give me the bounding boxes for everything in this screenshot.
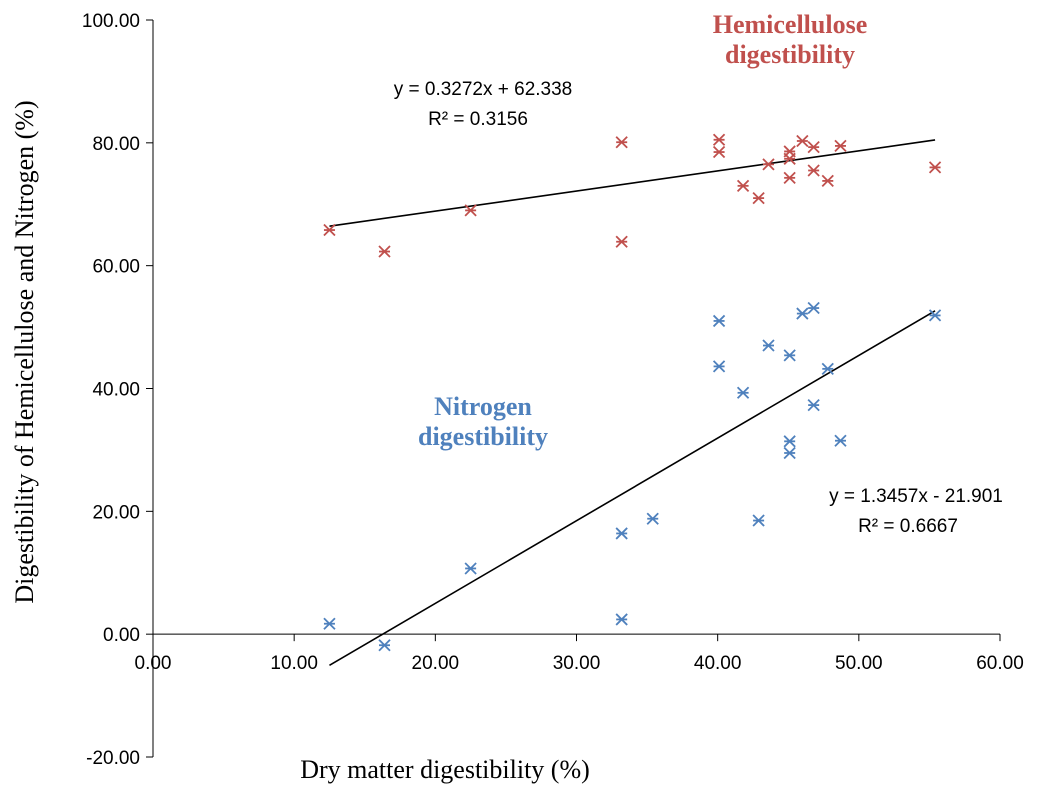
point-hemicellulose	[807, 164, 820, 177]
point-hemicellulose	[834, 139, 847, 153]
x-tick-label: 50.00	[835, 653, 883, 674]
point-hemicellulose	[752, 191, 765, 205]
point-hemicellulose	[783, 152, 796, 165]
x-axis-title: Dry matter digestibility (%)	[300, 755, 590, 784]
series-label-nitrogen: Nitrogen digestibility	[418, 392, 548, 451]
point-hemicellulose	[378, 245, 391, 258]
trendline-equation-hemicellulose: y = 0.3272x + 62.338	[394, 79, 573, 100]
point-nitrogen	[712, 314, 726, 328]
annotations: Hemicellulose digestibility y = 0.3272x + …	[394, 10, 1003, 537]
point-hemicellulose	[821, 174, 834, 188]
trendline-r2-hemicellulose: R² = 0.3156	[428, 109, 528, 130]
point-nitrogen	[807, 398, 820, 412]
y-tick-label: 80.00	[92, 134, 140, 155]
x-tick-label: 10.00	[270, 653, 318, 674]
point-nitrogen	[762, 339, 775, 352]
point-hemicellulose	[615, 235, 628, 248]
point-nitrogen	[615, 613, 628, 626]
point-hemicellulose	[712, 133, 726, 146]
x-axis-ticks: 0.00 10.00 20.00 30.00 40.00 50.00 60.00	[135, 634, 1024, 674]
x-tick-label: 20.00	[412, 653, 460, 674]
point-hemicellulose	[736, 179, 750, 192]
point-hemicellulose	[928, 161, 942, 174]
point-hemicellulose	[712, 145, 726, 159]
point-hemicellulose	[762, 158, 775, 171]
y-axis-title: Digestibility of Hemicellulose and Nitro…	[10, 100, 39, 603]
trendlines	[329, 139, 936, 667]
point-nitrogen	[821, 362, 834, 375]
point-nitrogen	[646, 512, 659, 525]
point-hemicellulose	[615, 136, 628, 149]
y-tick-label: 20.00	[92, 502, 140, 523]
trendline-hemicellulose	[329, 139, 936, 227]
point-nitrogen	[736, 386, 750, 399]
series-label-hemicellulose: Hemicellulose digestibility	[713, 10, 868, 69]
y-tick-label: 40.00	[92, 380, 140, 401]
trendline-nitrogen	[329, 310, 936, 667]
y-axis-ticks: -20.00 0.00 20.00 40.00 60.00 80.00 100.00	[82, 11, 153, 769]
point-nitrogen	[783, 446, 796, 460]
point-nitrogen	[752, 514, 765, 527]
x-tick-label: 0.00	[135, 653, 172, 674]
x-tick-label: 40.00	[694, 653, 742, 674]
y-tick-label: 100.00	[82, 11, 140, 32]
point-nitrogen	[783, 349, 796, 362]
trendline-r2-nitrogen: R² = 0.6667	[858, 516, 958, 537]
point-nitrogen	[378, 639, 391, 652]
point-nitrogen	[834, 434, 847, 447]
x-tick-label: 30.00	[553, 653, 601, 674]
point-hemicellulose	[464, 204, 477, 217]
point-nitrogen	[464, 562, 477, 575]
point-nitrogen	[783, 435, 796, 448]
y-tick-label: 0.00	[103, 625, 140, 646]
y-tick-label: 60.00	[92, 257, 140, 278]
y-tick-label: -20.00	[86, 748, 140, 769]
point-nitrogen	[807, 301, 820, 315]
point-nitrogen	[928, 309, 942, 322]
point-hemicellulose	[796, 134, 809, 148]
x-tick-label: 60.00	[976, 653, 1024, 674]
point-hemicellulose	[783, 171, 796, 184]
point-nitrogen	[615, 527, 628, 540]
point-nitrogen	[796, 307, 809, 320]
data-points	[323, 133, 942, 652]
point-nitrogen	[323, 617, 336, 630]
point-hemicellulose	[807, 140, 820, 154]
point-hemicellulose	[323, 223, 336, 237]
trendline-equation-nitrogen: y = 1.3457x - 21.901	[829, 486, 1003, 507]
axes	[152, 20, 1000, 757]
point-nitrogen	[712, 360, 726, 373]
